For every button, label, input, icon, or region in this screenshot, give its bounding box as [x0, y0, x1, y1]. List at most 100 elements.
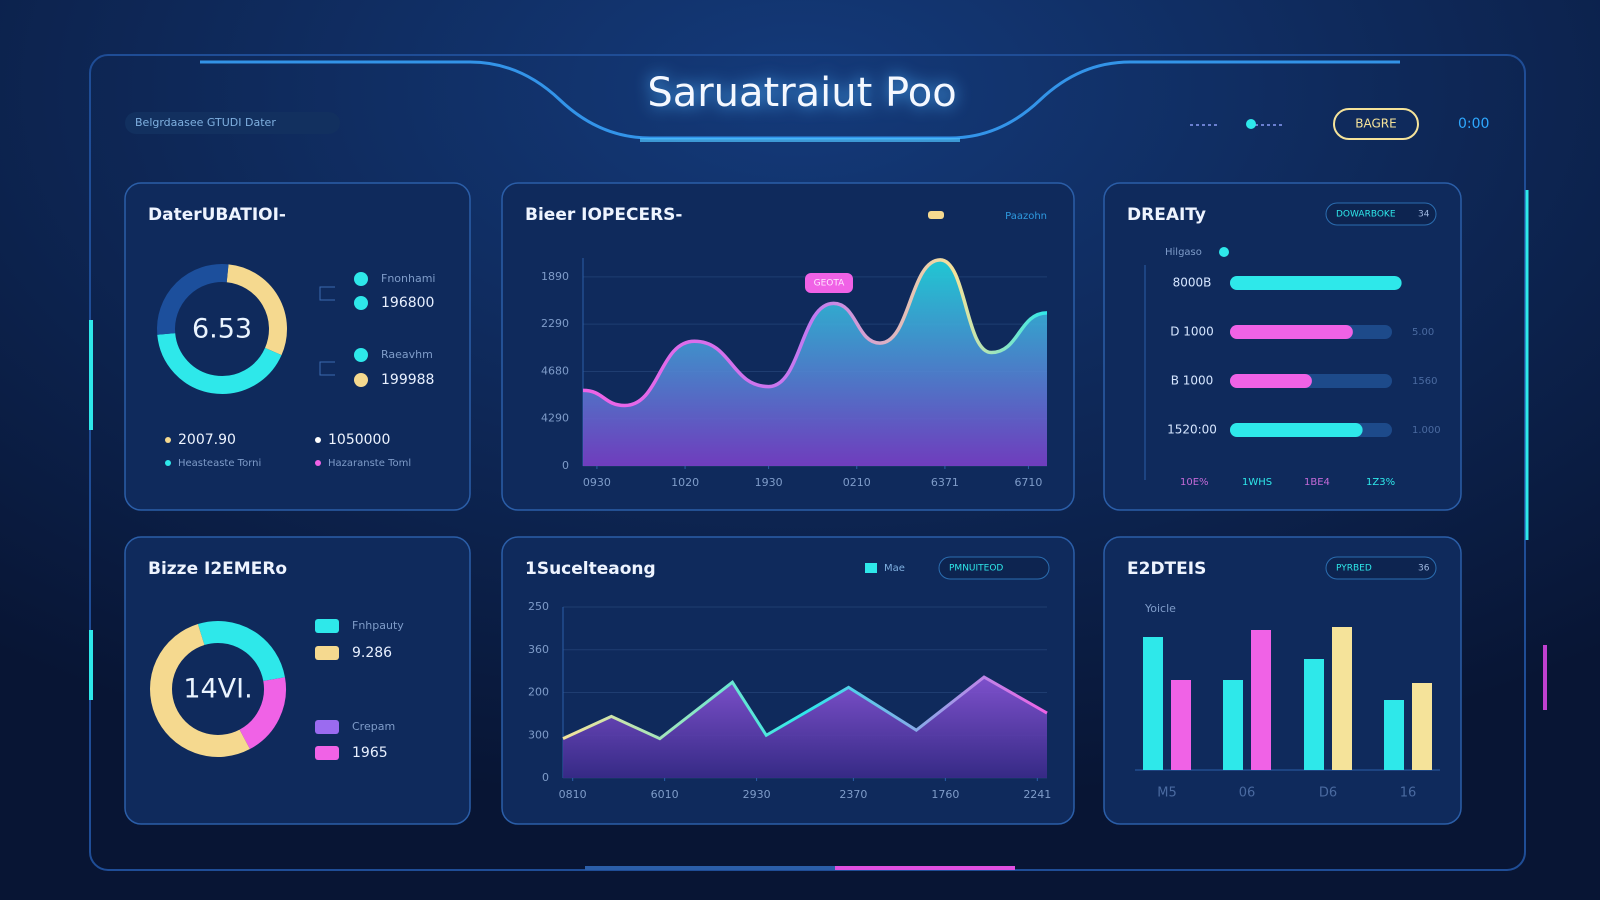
footer-label: 1BE4: [1304, 477, 1330, 488]
panel-title: DaterUBATIOI-: [148, 205, 286, 225]
x-tick-label: 1760: [931, 788, 959, 801]
panel-title: 1Sucelteaong: [525, 559, 656, 579]
legend-label: 9.286: [352, 645, 392, 661]
donut-center: 14VI.: [183, 674, 252, 705]
legend-swatch: [315, 619, 339, 633]
y-tick-label: 250: [528, 600, 549, 613]
x-tick-label: 0810: [559, 788, 587, 801]
footer-label: 1Z3%: [1366, 477, 1395, 488]
legend-swatch: [315, 720, 339, 734]
badge-note: 34: [1418, 210, 1430, 220]
x-tick-label: 2370: [839, 788, 867, 801]
subtitle-dot: [1219, 247, 1229, 257]
panel-title: DREAITy: [1127, 205, 1206, 225]
legend-swatch: [354, 373, 368, 387]
legend-swatch: [354, 272, 368, 286]
y-tick-label: 4290: [541, 412, 569, 425]
donut-segment: [157, 264, 229, 335]
bar: [1251, 630, 1271, 770]
row-label: 1520:00: [1167, 423, 1217, 437]
badge-label: PMNUITEOD: [949, 564, 1003, 574]
series-line: [582, 258, 1048, 408]
button[interactable]: [1333, 108, 1419, 140]
row-note: 1.000: [1412, 425, 1441, 436]
row-label: D 1000: [1170, 325, 1214, 339]
annotation: GEOTA: [814, 279, 846, 289]
legend-label: 196800: [381, 295, 434, 311]
footer-dot: [315, 437, 321, 443]
y-tick-label: 4680: [541, 364, 569, 377]
donut-segment: [239, 677, 286, 750]
badge-label: PYRBED: [1336, 564, 1372, 574]
bar: [1143, 637, 1163, 770]
row-label: 8000B: [1173, 276, 1212, 290]
legend-label: Paazohn: [1005, 211, 1047, 222]
series-line: [562, 675, 1048, 741]
legend-swatch: [928, 211, 944, 219]
x-tick-label: 0930: [583, 476, 611, 489]
annotation-pill: [805, 273, 853, 293]
x-tick-label: 0210: [843, 476, 871, 489]
panel: [124, 536, 471, 825]
x-tick-label: 6371: [931, 476, 959, 489]
badge: [1325, 202, 1437, 226]
x-tick-label: D6: [1319, 786, 1337, 801]
bar: [1223, 680, 1243, 770]
footer-note: Hazaranste Toml: [328, 458, 411, 469]
x-tick-label: 1020: [671, 476, 699, 489]
donut-segment: [226, 264, 287, 356]
clock: 0:00: [1458, 116, 1489, 132]
bar: [1332, 627, 1352, 770]
x-tick-label: 1930: [755, 476, 783, 489]
legend-label: Fnonhami: [381, 272, 435, 285]
bar: [1412, 683, 1432, 770]
footer-label: 10E%: [1180, 477, 1209, 488]
legend-label: 199988: [381, 372, 434, 388]
y-tick-label: 360: [528, 643, 549, 656]
bar: [1304, 659, 1324, 770]
area-fill: [563, 677, 1047, 778]
panel: [1103, 536, 1462, 825]
donut-segment: [150, 624, 250, 757]
bar: [1171, 680, 1191, 770]
y-tick-label: 1890: [541, 270, 569, 283]
legend-swatch: [315, 746, 339, 760]
area-fill: [583, 259, 1047, 466]
y-tick-label: 2290: [541, 317, 569, 330]
footer-value: 1050000: [328, 432, 390, 448]
donut-segment: [197, 621, 285, 682]
x-tick-label: 2930: [743, 788, 771, 801]
legend-bracket: [319, 286, 335, 376]
legend-label: 1965: [352, 745, 388, 761]
bar: [1230, 325, 1353, 339]
x-tick-label: 06: [1239, 786, 1256, 801]
bar: [1384, 700, 1404, 770]
y-tick-label: 300: [528, 728, 549, 741]
button-label[interactable]: BAGRE: [1355, 117, 1396, 131]
legend-swatch: [354, 296, 368, 310]
footer-value: 2007.90: [178, 432, 236, 448]
y-tick-label: 0: [542, 771, 549, 784]
page-title: Saruatraiut Poo: [647, 70, 956, 116]
panel-title: E2DTEIS: [1127, 559, 1206, 579]
footer-label: 1WHS: [1242, 477, 1272, 488]
footer-dot: [165, 460, 171, 466]
legend-label: Mae: [884, 563, 905, 574]
panel-title: Bizze I2EMERo: [148, 559, 287, 579]
bar: [1230, 423, 1363, 437]
y-tick-label: 0: [562, 459, 569, 472]
x-tick-label: 6710: [1014, 476, 1042, 489]
bar: [1230, 374, 1312, 388]
indicator-dot: [1246, 119, 1256, 129]
subtitle-pill: [125, 112, 340, 134]
legend-label: Raeavhm: [381, 348, 433, 361]
footer-dot: [315, 460, 321, 466]
legend-swatch: [315, 646, 339, 660]
subtitle: Belgrdaasee GTUDI Dater: [135, 116, 276, 129]
footer-note: Heasteaste Torni: [178, 458, 261, 469]
legend-label: Fnhpauty: [352, 619, 404, 632]
x-tick-label: 16: [1400, 786, 1417, 801]
footer-dot: [165, 437, 171, 443]
row-label: B 1000: [1171, 374, 1214, 388]
